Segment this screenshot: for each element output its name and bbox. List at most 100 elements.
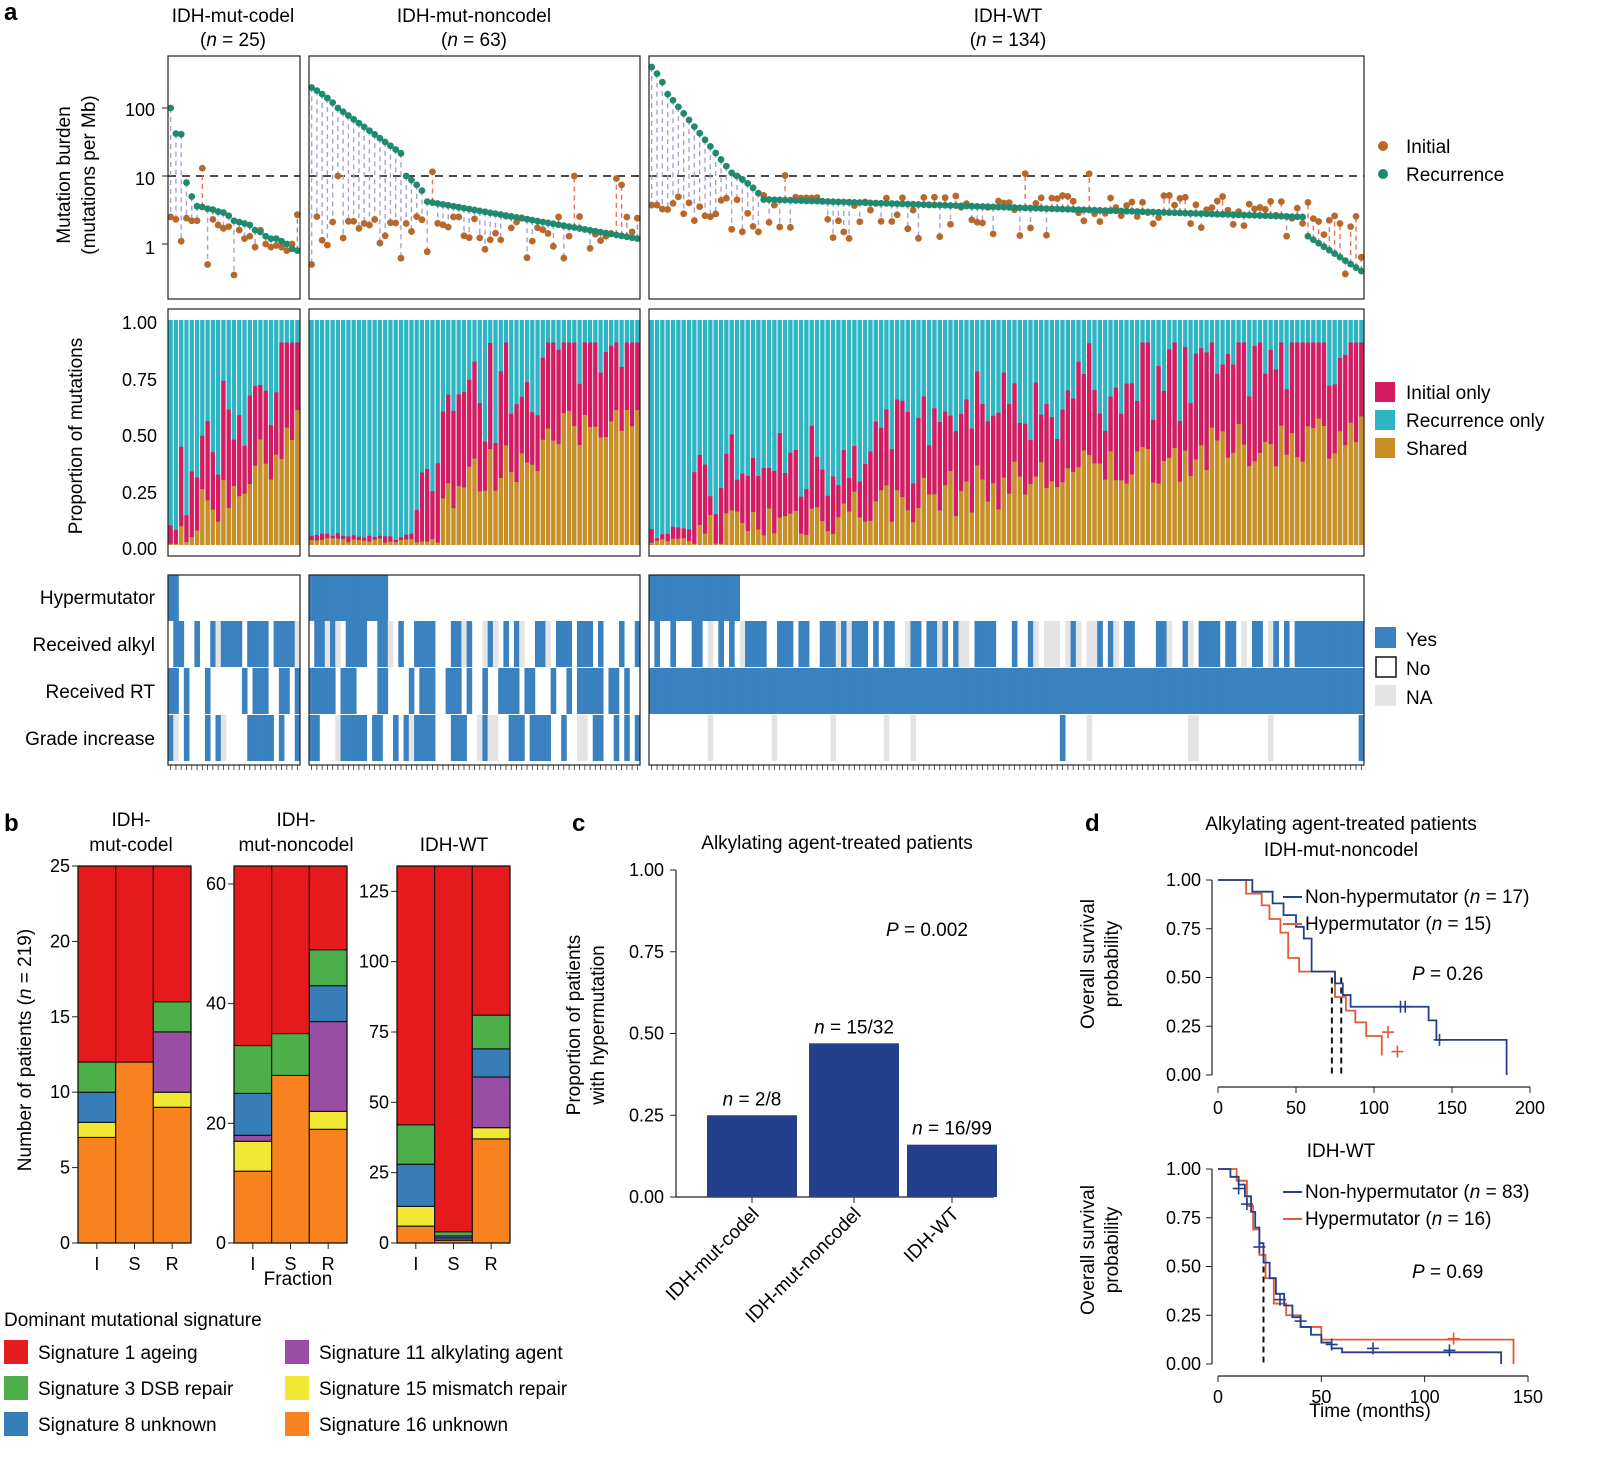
shared-bar [1231,452,1236,545]
initial-only-bar [629,342,635,427]
initial-only-bar [649,529,654,543]
initial-only-bar [692,472,697,544]
shared-bar [697,525,702,545]
recurrence-point [209,206,217,214]
signature-legend-swatch [4,1412,28,1436]
initial-only-bar [624,342,629,410]
initial-point [172,216,180,223]
recurrence-only-bar [1028,320,1033,545]
shared-bar [1172,447,1177,545]
recurrence-point [288,245,296,253]
initial-only-bar [587,342,593,428]
alkyl-cell [1230,621,1237,667]
recurrence-point [371,131,379,138]
initial-point [680,210,688,218]
rt-cell [1235,668,1242,714]
initial-only-bar [921,396,926,478]
rt-cell [1246,668,1253,714]
rt-cell [723,668,730,714]
initial-only-bar [635,342,640,411]
signature-segment [308,949,348,987]
grade-cell [268,715,274,761]
recurrence-only-bar [372,320,377,545]
recurrence-point [1331,250,1339,258]
shared-bar [948,471,953,545]
c-xtick-label: IDH-mut-codel [662,1204,763,1305]
rt-cell [873,668,879,714]
alkyl-cell [1027,621,1034,667]
recurrence-only-bar [681,320,686,545]
km-ytick-label: 0.50 [1166,968,1201,988]
initial-point [1267,198,1275,205]
rt-cell [1225,668,1231,714]
recurrence-point [1016,204,1024,212]
rt-cell [969,668,975,714]
rt-cell [377,668,383,714]
recurrence-point [1133,208,1141,215]
recurrence-point [760,196,768,203]
shared-bar [1097,463,1103,545]
grade-cell [534,715,541,761]
rt-cell [947,668,954,714]
recurrence-point [765,196,773,203]
alkyl-cell [226,621,232,667]
signature-segment [396,1163,436,1207]
grade-cell [450,715,457,761]
grade-cell [356,715,362,761]
shared-bar [1279,425,1284,545]
initial-only-bar [1204,352,1209,471]
initial-only-bar [1012,383,1017,462]
initial-only-bar [1097,413,1103,464]
recurrence-only-bar [346,320,351,545]
alkyl-cell [819,621,826,667]
initial-point [371,216,379,223]
initial-point [877,217,885,225]
recurrence-point [450,202,457,210]
rt-cell [314,668,320,714]
alkyl-cell [915,621,922,667]
grade-cell [309,715,315,761]
c-title: Alkylating agent-treated patients [701,833,972,854]
rt-cell [713,668,719,714]
grade-cell [294,715,301,761]
initial-point [293,211,301,219]
recurrence-point [444,201,452,209]
recurrence-point [241,220,248,227]
alkyl-cell [654,621,660,667]
shared-bar [1327,458,1332,545]
initial-point [225,223,233,231]
shared-bar [878,490,884,545]
recurrence-point [345,112,352,119]
shared-bar [809,508,814,545]
b-xtick-label: R [322,1254,335,1274]
shared-bar [1177,481,1183,545]
initial-point [845,235,853,242]
b-ytick-label: 60 [206,874,226,894]
b-ytick-label: 100 [359,952,389,972]
shared-bar [635,410,640,545]
alkyl-cell [974,621,981,667]
signature-segment [434,1231,473,1237]
alkyl-cell [351,621,357,667]
recurrence-point [570,224,578,231]
recurrence-point [803,197,810,205]
recurrence-point [1235,211,1243,219]
recurrence-point [963,202,970,210]
grade-cell [707,715,714,761]
initial-only-bar [362,537,367,541]
recurrence-only-bar [665,320,670,545]
hypermutator-cell [691,575,698,621]
recurrence-point [1251,211,1259,219]
rt-cell [513,668,520,714]
signature-segment [271,1033,310,1076]
recurrence-point [220,209,227,216]
grade-cell [519,715,525,761]
initial-only-bar [1161,390,1167,462]
alkyl-cell [1070,621,1077,667]
alkyl-cell [414,621,420,667]
recurrence-point [612,231,620,239]
annotation-legend: Yes No NA [1375,627,1437,709]
alkyl-cell [825,621,831,667]
initial-point [744,209,752,217]
rt-cell [963,668,970,714]
